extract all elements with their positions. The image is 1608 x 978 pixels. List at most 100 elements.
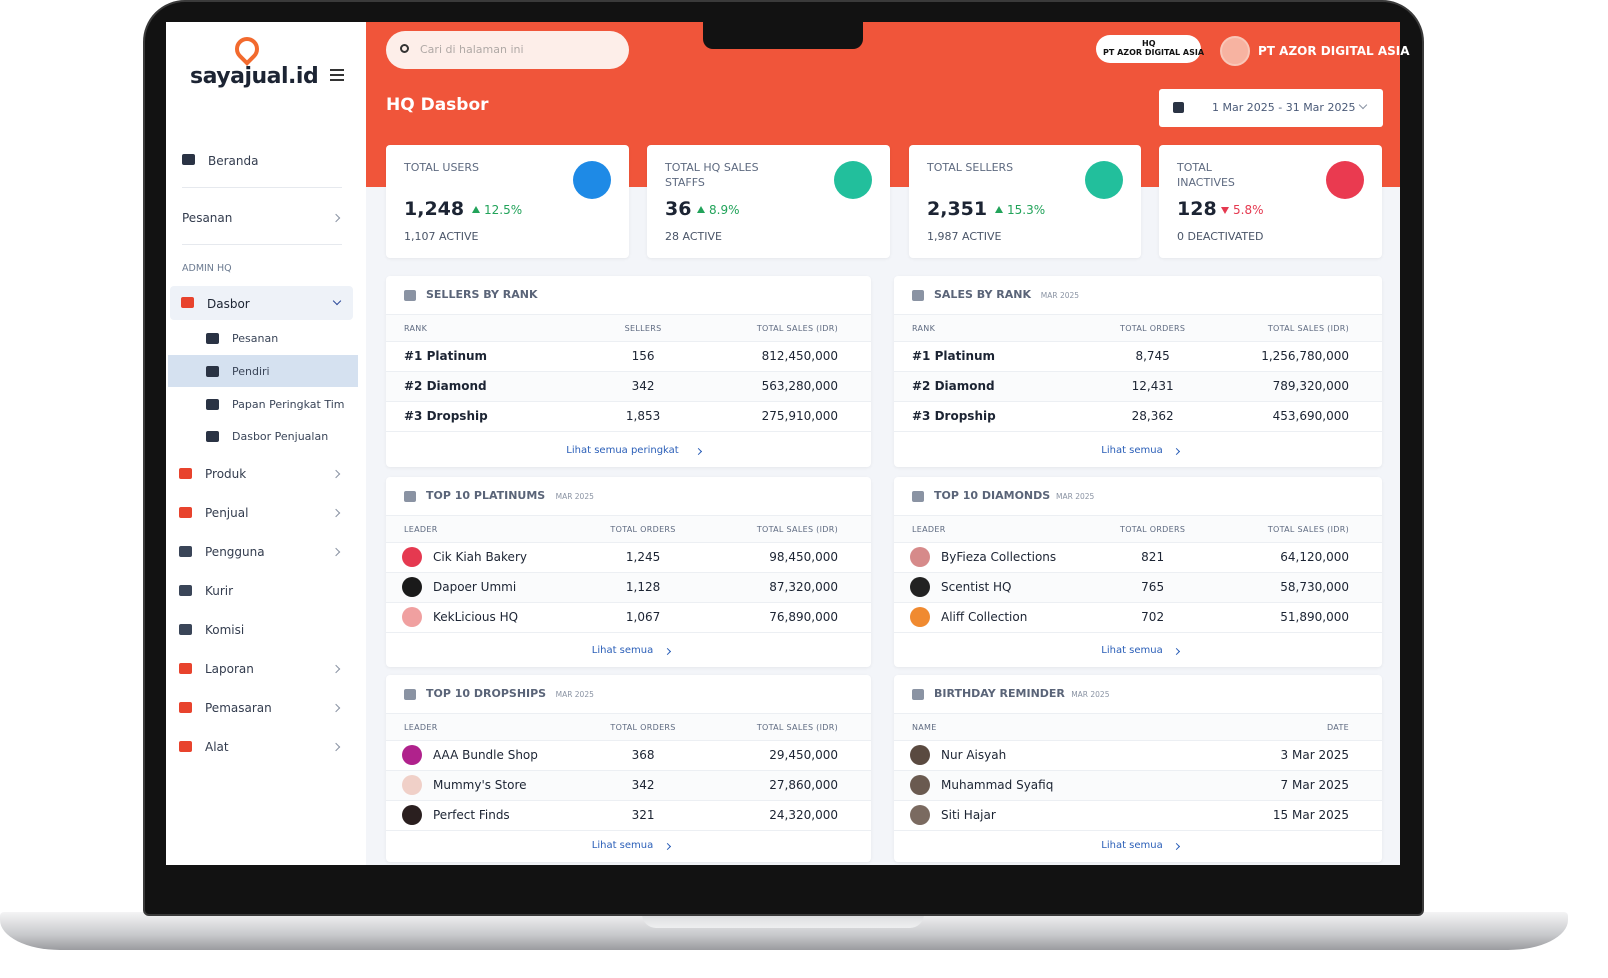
avatar bbox=[402, 577, 422, 597]
stat-sub: 28 ACTIVE bbox=[665, 230, 722, 243]
nav-icon bbox=[179, 741, 192, 752]
panel-title: SELLERS BY RANK bbox=[426, 288, 538, 301]
table-head-bg bbox=[386, 315, 871, 341]
sidebar bbox=[166, 22, 366, 865]
nav-item[interactable]: Komisi bbox=[205, 623, 245, 637]
menu-icon[interactable] bbox=[330, 79, 344, 81]
hq-badge-line: PT AZOR DIGITAL ASIA bbox=[1103, 48, 1205, 57]
nav-item[interactable]: Pengguna bbox=[205, 545, 265, 559]
hq-badge[interactable] bbox=[1096, 35, 1201, 63]
nav-subitem[interactable]: Dasbor Penjualan bbox=[232, 430, 329, 443]
table-head-bg bbox=[894, 315, 1382, 341]
row-divider bbox=[894, 542, 1382, 543]
row-divider bbox=[386, 542, 871, 543]
stat-sub: 1,107 ACTIVE bbox=[404, 230, 479, 243]
table-cell: 156 bbox=[631, 349, 655, 363]
table-cell: 765 bbox=[1141, 580, 1165, 594]
row-divider bbox=[386, 572, 871, 573]
hq-badge-line: HQ bbox=[1142, 39, 1156, 48]
nav-active-bg bbox=[170, 286, 353, 320]
panel-link[interactable]: Lihat semua bbox=[591, 645, 654, 656]
notch bbox=[703, 20, 863, 49]
table-cell: 453,690,000 bbox=[1272, 409, 1349, 423]
row-stripe bbox=[386, 573, 871, 602]
table-cell: 821 bbox=[1141, 550, 1165, 564]
date-picker[interactable] bbox=[1159, 89, 1383, 127]
menu-icon[interactable] bbox=[330, 69, 344, 71]
panel bbox=[386, 675, 871, 862]
column-header: DATE bbox=[1326, 723, 1349, 732]
panel-link[interactable]: Lihat semua bbox=[1101, 840, 1163, 851]
panel-link[interactable]: Lihat semua bbox=[1101, 445, 1163, 456]
table-cell: 368 bbox=[631, 748, 655, 762]
nav-item[interactable]: Pemasaran bbox=[205, 701, 272, 715]
menu-icon[interactable] bbox=[330, 74, 344, 76]
row-divider bbox=[386, 401, 871, 402]
nav-item[interactable]: Dasbor bbox=[207, 297, 250, 311]
panel bbox=[894, 675, 1382, 862]
table-cell: 1,256,780,000 bbox=[1261, 349, 1349, 363]
column-header: SELLERS bbox=[624, 324, 662, 333]
nav-icon bbox=[206, 333, 219, 344]
column-header: TOTAL SALES (IDR) bbox=[756, 723, 838, 732]
search-placeholder: Cari di halaman ini bbox=[420, 43, 524, 56]
nav-item[interactable]: Kurir bbox=[205, 584, 234, 598]
table-cell: Perfect Finds bbox=[433, 808, 510, 822]
company-avatar bbox=[1220, 36, 1250, 66]
table-cell: 342 bbox=[631, 778, 655, 792]
table-cell: 3 Mar 2025 bbox=[1280, 748, 1349, 762]
nav-section: ADMIN HQ bbox=[182, 263, 232, 274]
table-cell: 64,120,000 bbox=[1280, 550, 1349, 564]
nav-item[interactable]: Alat bbox=[205, 740, 229, 754]
table-cell: 15 Mar 2025 bbox=[1272, 808, 1349, 822]
panel-divider bbox=[894, 515, 1382, 516]
stat-change: 15.3% bbox=[1007, 203, 1046, 217]
panel-period: MAR 2025 bbox=[1040, 291, 1080, 300]
row-divider bbox=[386, 341, 871, 342]
nav-subitem[interactable]: Pesanan bbox=[232, 332, 279, 345]
table-cell: #3 Dropship bbox=[912, 409, 996, 423]
stat-label: TOTAL INACTIVES bbox=[1177, 161, 1235, 189]
nav-item[interactable]: Pesanan bbox=[182, 211, 233, 225]
stat-sub: 1,987 ACTIVE bbox=[927, 230, 1002, 243]
avatar bbox=[402, 547, 422, 567]
table-cell: 1,128 bbox=[625, 580, 661, 594]
row-divider bbox=[894, 800, 1382, 801]
nav-icon bbox=[182, 154, 195, 165]
panel-divider bbox=[386, 314, 871, 315]
panel-divider bbox=[386, 515, 871, 516]
column-header: TOTAL ORDERS bbox=[1120, 324, 1186, 333]
nav-icon bbox=[179, 507, 192, 518]
panel-title: TOP 10 DIAMONDS bbox=[934, 489, 1051, 502]
search-icon bbox=[400, 44, 409, 53]
nav-subitem[interactable]: Papan Peringkat Tim bbox=[232, 398, 345, 411]
row-divider bbox=[894, 770, 1382, 771]
table-cell: Nur Aisyah bbox=[941, 748, 1007, 762]
trend-arrow bbox=[1221, 207, 1229, 214]
trend-arrow bbox=[995, 206, 1003, 213]
avatar bbox=[910, 577, 930, 597]
stat-value: 128 bbox=[1177, 198, 1217, 220]
nav-item[interactable]: Penjual bbox=[205, 506, 249, 520]
row-divider bbox=[386, 830, 871, 831]
table-cell: AAA Bundle Shop bbox=[433, 748, 538, 762]
nav-item[interactable]: Beranda bbox=[208, 154, 259, 168]
avatar bbox=[402, 805, 422, 825]
panel-icon bbox=[912, 290, 924, 301]
table-cell: 28,362 bbox=[1131, 409, 1174, 423]
table-cell: KekLicious HQ bbox=[433, 610, 519, 624]
nav-item[interactable]: Produk bbox=[205, 467, 247, 481]
table-cell: 321 bbox=[631, 808, 655, 822]
panel-link[interactable]: Lihat semua bbox=[1101, 645, 1163, 656]
company-name[interactable]: PT AZOR DIGITAL ASIA bbox=[1258, 44, 1410, 58]
nav-item[interactable]: Laporan bbox=[205, 662, 254, 676]
table-cell: 812,450,000 bbox=[761, 349, 838, 363]
stat-change: 5.8% bbox=[1233, 203, 1264, 217]
panel-divider bbox=[894, 713, 1382, 714]
table-cell: 24,320,000 bbox=[769, 808, 838, 822]
search-box[interactable] bbox=[386, 31, 629, 69]
panel-link[interactable]: Lihat semua peringkat bbox=[566, 445, 679, 456]
column-header: TOTAL SALES (IDR) bbox=[1267, 525, 1349, 534]
panel-link[interactable]: Lihat semua bbox=[591, 840, 654, 851]
nav-subitem[interactable]: Pendiri bbox=[232, 365, 270, 378]
